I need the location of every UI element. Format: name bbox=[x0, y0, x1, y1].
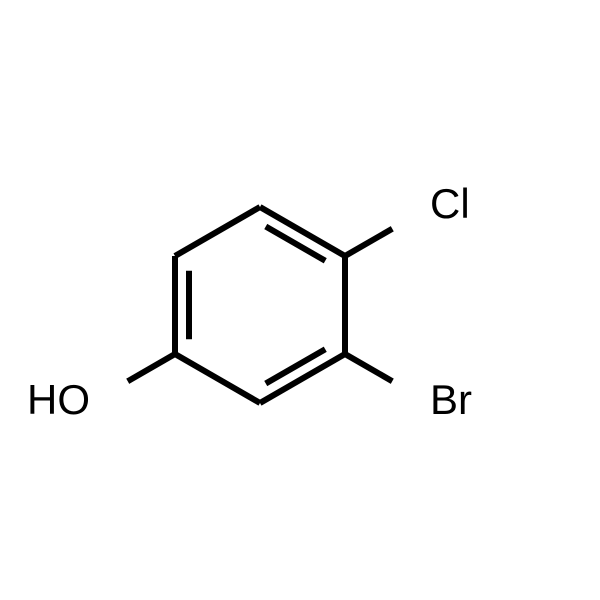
molecule-diagram: HO Br Cl bbox=[0, 0, 600, 600]
bond-C5-C6 bbox=[175, 207, 260, 256]
bond-C4-C5-inner bbox=[266, 226, 326, 260]
bond-C1-OH bbox=[128, 354, 175, 381]
atom-label-oh: HO bbox=[27, 376, 90, 423]
bond-C1-C2 bbox=[175, 354, 260, 403]
bond-C3-Br bbox=[345, 354, 392, 381]
bond-C4-Cl bbox=[345, 229, 392, 256]
atom-label-br: Br bbox=[430, 376, 472, 423]
atom-label-cl: Cl bbox=[430, 180, 470, 227]
bond-C2-C3-inner bbox=[266, 349, 326, 383]
